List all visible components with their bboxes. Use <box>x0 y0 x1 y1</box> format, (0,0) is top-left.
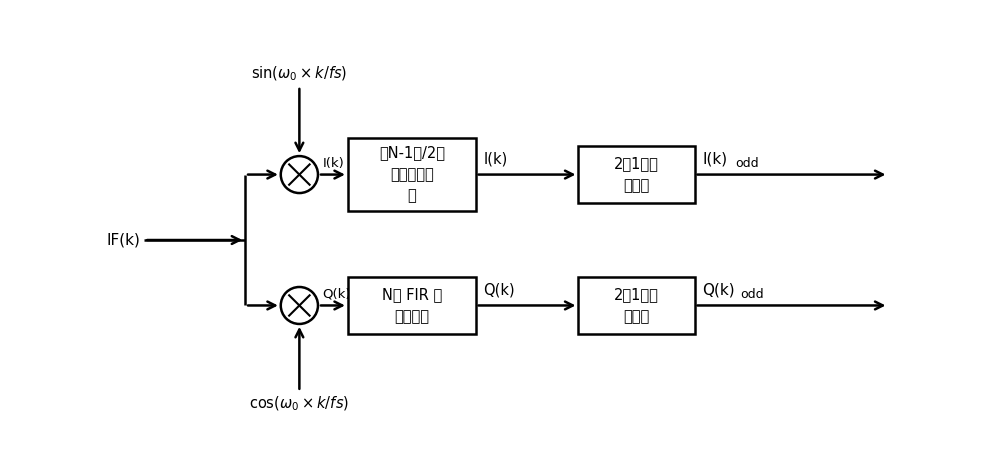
Text: 迟: 迟 <box>407 189 416 204</box>
Text: 周期数字延: 周期数字延 <box>390 167 434 182</box>
Text: （N-1）/2个: （N-1）/2个 <box>379 146 445 160</box>
Bar <box>348 138 476 211</box>
Bar <box>578 146 695 203</box>
Text: IF(k): IF(k) <box>107 233 140 247</box>
Text: I(k): I(k) <box>323 157 344 170</box>
Text: N阶 FIR 滤: N阶 FIR 滤 <box>382 287 442 302</box>
Bar <box>578 277 695 334</box>
Text: Q(k): Q(k) <box>483 283 515 298</box>
Text: Q(k): Q(k) <box>702 283 735 298</box>
Text: 奇数项: 奇数项 <box>623 309 650 324</box>
Text: pre: pre <box>347 161 366 172</box>
Text: 2厖1保留: 2厖1保留 <box>614 156 659 171</box>
Text: I(k): I(k) <box>483 152 508 167</box>
Text: $\cos(\omega_0 \times k/fs)$: $\cos(\omega_0 \times k/fs)$ <box>249 395 349 413</box>
Text: odd: odd <box>740 288 764 301</box>
Text: 波器滤波: 波器滤波 <box>394 309 429 324</box>
Text: 奇数项: 奇数项 <box>623 178 650 193</box>
Text: I(k): I(k) <box>702 152 728 167</box>
Bar <box>348 277 476 334</box>
Text: odd: odd <box>735 157 759 170</box>
Text: $\sin(\omega_0 \times k/fs)$: $\sin(\omega_0 \times k/fs)$ <box>251 64 348 83</box>
Text: pre: pre <box>351 292 369 302</box>
Text: Q(k): Q(k) <box>323 288 351 301</box>
Text: 2厖1保留: 2厖1保留 <box>614 287 659 302</box>
